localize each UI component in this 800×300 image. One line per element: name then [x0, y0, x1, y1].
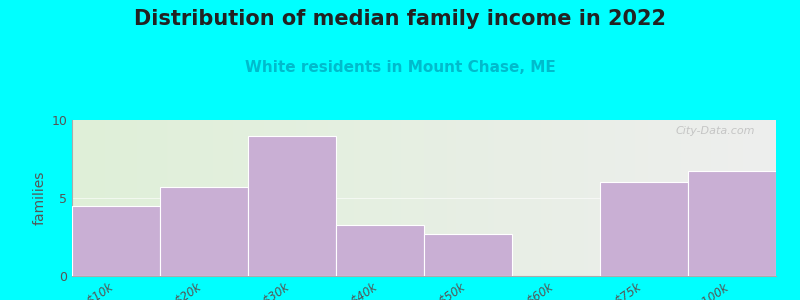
Text: Distribution of median family income in 2022: Distribution of median family income in … [134, 9, 666, 29]
Y-axis label: families: families [33, 171, 47, 225]
Bar [72, 206, 160, 276]
Bar [336, 224, 424, 276]
Bar [248, 136, 336, 276]
Bar [424, 234, 512, 276]
Text: White residents in Mount Chase, ME: White residents in Mount Chase, ME [245, 60, 555, 75]
Bar [688, 172, 776, 276]
Bar [160, 187, 248, 276]
Bar [600, 182, 688, 276]
Text: City-Data.com: City-Data.com [675, 126, 755, 136]
